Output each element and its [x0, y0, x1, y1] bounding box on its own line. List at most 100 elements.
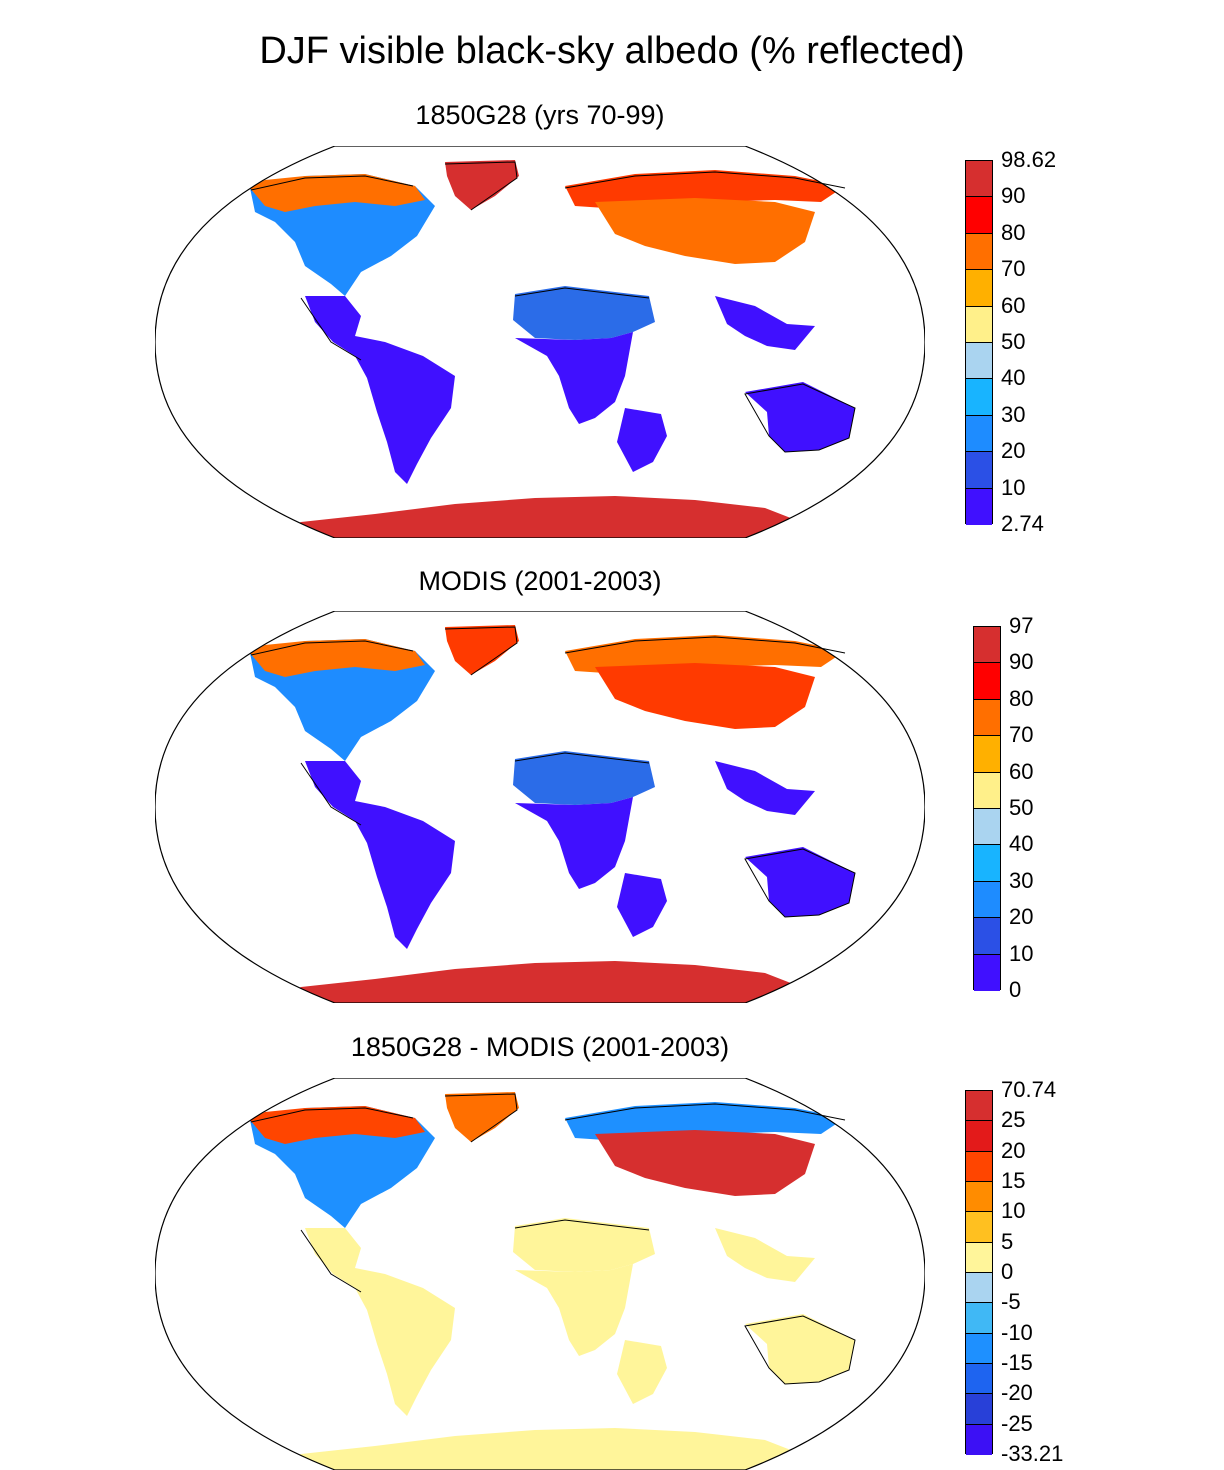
region-arctic: [250, 1106, 425, 1144]
colorbar-tick-label: 70.74: [1001, 1077, 1057, 1102]
colorbar-tick-label: -25: [1001, 1410, 1033, 1436]
region-antarctica: [265, 961, 815, 1003]
coastline: [250, 626, 856, 918]
colorbar-tick-label: 60: [1001, 292, 1026, 318]
region-eurasia-north: [565, 1102, 845, 1140]
colorbar-swatch: [966, 415, 992, 453]
region-tropics: [305, 296, 855, 484]
colorbar-tick-label: -33.21: [1001, 1441, 1064, 1466]
region-arctic: [250, 174, 425, 212]
colorbar-swatch: [966, 1424, 992, 1455]
region-southern-africa: [515, 797, 633, 889]
colorbar-swatch: [966, 1212, 992, 1243]
colorbar-swatch: [966, 197, 992, 234]
region-asia-mid: [595, 198, 815, 264]
region-greenland: [445, 160, 519, 210]
region-antarctica: [265, 1428, 815, 1470]
figure-title: DJF visible black-sky albedo (% reflecte…: [259, 30, 965, 72]
colorbar-tick-label: 70: [1001, 256, 1026, 282]
region-greenland: [445, 625, 519, 675]
map-panel-1850g28: [155, 146, 925, 538]
colorbar-swatch: [966, 379, 992, 416]
colorbar-swatch: [974, 809, 1000, 846]
colorbar-swatch: [974, 954, 1000, 991]
colorbar-tick-label: -10: [1001, 1319, 1033, 1345]
colorbar-swatch: [966, 343, 992, 380]
colorbar-tick-label: 2.74: [1001, 511, 1044, 536]
land-fill-group: [250, 1092, 855, 1470]
colorbar-tick-label: -20: [1001, 1380, 1033, 1406]
land-fill-group: [250, 160, 855, 538]
colorbar-tick-label: 20: [1009, 904, 1034, 930]
colorbar-tick-label: 50: [1009, 795, 1034, 820]
colorbar-swatch: [966, 306, 992, 343]
map-panel-modis: [155, 611, 925, 1003]
colorbar-swatch: [966, 233, 992, 271]
panel-title: 1850G28 (yrs 70-99): [415, 100, 665, 130]
map-projection-outline: [155, 611, 925, 1003]
map-panel-difference: [155, 1078, 925, 1470]
colorbar-frame: [973, 626, 1001, 991]
colorbar-swatch: [974, 772, 1000, 809]
region-eurasia-north: [565, 635, 845, 673]
colorbar-tick-label: 40: [1009, 831, 1034, 857]
region-antarctica: [265, 496, 815, 538]
panel-title: 1850G28 - MODIS (2001-2003): [350, 1032, 730, 1062]
colorbar-tick-label: 30: [1001, 401, 1026, 427]
colorbar-swatch: [966, 161, 992, 198]
colorbar-tick-label: 20: [1001, 1137, 1026, 1163]
colorbar-tick-label: 10: [1001, 1198, 1026, 1224]
colorbar-swatch: [966, 1333, 992, 1364]
colorbar-swatch: [974, 736, 1000, 773]
colorbar-swatch: [974, 881, 1000, 919]
colorbar-swatch: [974, 663, 1000, 700]
panel-title: MODIS (2001-2003): [418, 566, 662, 596]
region-asia-mid: [595, 1130, 815, 1196]
region-tropics: [305, 1228, 855, 1416]
region-asia-mid: [595, 663, 815, 729]
colorbar-swatch: [966, 1182, 992, 1213]
region-africa-north: [513, 286, 655, 340]
colorbar-tick-label: 0: [1001, 1259, 1014, 1284]
colorbar-tick-label: 10: [1001, 474, 1026, 500]
region-eurasia-north: [565, 170, 845, 208]
coastline: [250, 1093, 856, 1385]
colorbar-swatch: [966, 1364, 992, 1395]
coastline: [250, 161, 856, 453]
colorbar-swatch: [966, 1273, 992, 1304]
region-arctic: [250, 639, 425, 677]
colorbar-swatch: [966, 452, 992, 489]
colorbar-swatch: [974, 627, 1000, 664]
colorbar-tick-label: 25: [1001, 1107, 1026, 1133]
land-fill-group: [250, 625, 855, 1003]
colorbar-tick-label: 90: [1001, 183, 1026, 209]
colorbar-tick-label: 60: [1009, 758, 1034, 784]
colorbar-tick-label: 10: [1009, 940, 1034, 966]
region-africa-north: [513, 1218, 655, 1272]
colorbar-swatch: [966, 1091, 992, 1122]
colorbar-tick-label: 98.62: [1001, 147, 1057, 172]
map-projection-outline: [155, 1078, 925, 1470]
colorbar-swatch: [966, 1394, 992, 1425]
colorbar-tick-label: 20: [1001, 438, 1026, 464]
map-projection-outline: [155, 146, 925, 538]
colorbar-swatch: [966, 1121, 992, 1152]
colorbar-frame: [965, 160, 993, 525]
colorbar-tick-label: 97: [1009, 613, 1034, 638]
colorbar-tick-label: 15: [1001, 1168, 1026, 1193]
colorbar-tick-label: 80: [1001, 219, 1026, 245]
colorbar-tick-label: 70: [1009, 722, 1034, 748]
colorbar-swatch: [974, 918, 1000, 955]
colorbar-tick-label: 90: [1009, 649, 1034, 675]
region-southern-africa: [515, 332, 633, 424]
region-tropics: [305, 761, 855, 949]
region-greenland: [445, 1092, 519, 1142]
colorbar-tick-label: 5: [1001, 1228, 1014, 1254]
colorbar-frame: [965, 1090, 993, 1455]
colorbar-tick-label: 80: [1009, 685, 1034, 711]
colorbar-swatch: [966, 1242, 992, 1273]
colorbar-swatch: [966, 1303, 992, 1334]
colorbar-tick-label: 0: [1009, 977, 1022, 1002]
colorbar-swatch: [966, 488, 992, 525]
colorbar-swatch: [966, 270, 992, 307]
